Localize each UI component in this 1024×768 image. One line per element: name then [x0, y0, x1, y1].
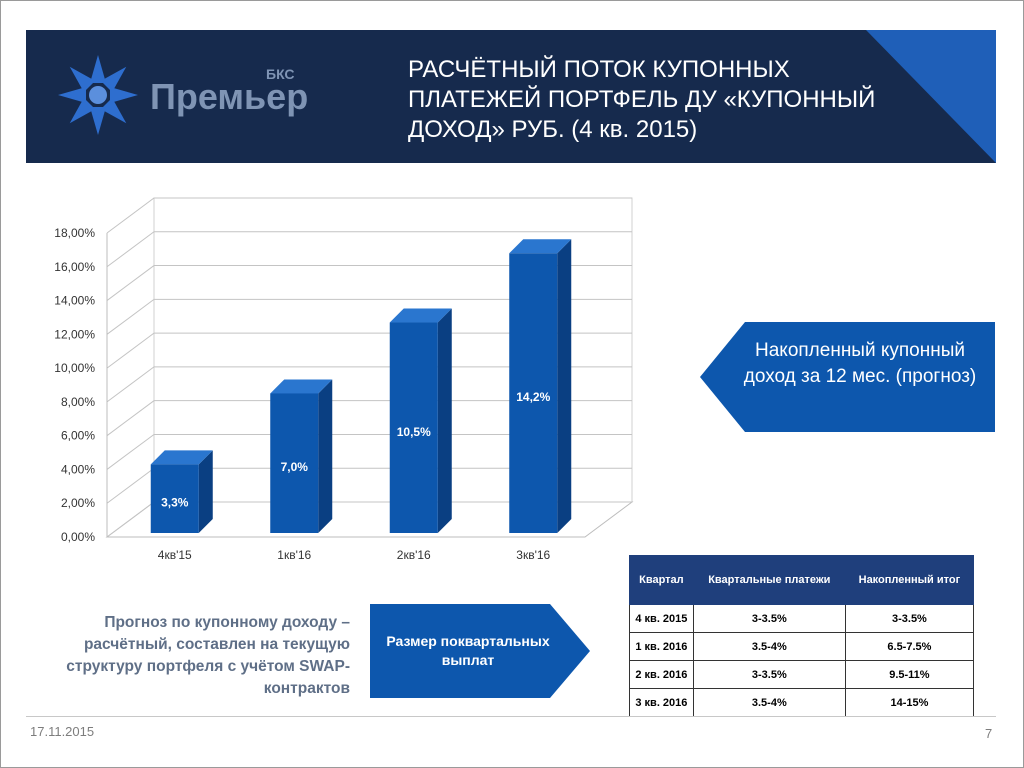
bks-logo-icon: [58, 55, 138, 135]
table-cell: 4 кв. 2015: [629, 604, 694, 633]
gridline: [106, 332, 632, 369]
brand-name: Премьер: [150, 76, 309, 117]
bar: [389, 322, 438, 533]
payments-arrow: [370, 604, 590, 698]
bar: [150, 464, 199, 533]
footer-divider: [26, 716, 996, 717]
x-tick-label: 3кв'16: [516, 548, 550, 562]
bar-side: [557, 239, 572, 533]
table-cell: 3 кв. 2016: [629, 688, 694, 717]
bar-data-label: 7,0%: [281, 460, 309, 474]
table-cell: 3-3.5%: [844, 604, 975, 633]
bar-side: [318, 379, 333, 533]
bar-top: [509, 239, 572, 254]
gridline: [106, 231, 632, 268]
bar-top: [270, 379, 333, 394]
table-header-cell: Накопленный итог: [844, 555, 975, 605]
gridline: [106, 265, 632, 301]
bar-side: [437, 308, 452, 533]
payments-arrow-label: Размер поквартальных выплат: [386, 633, 550, 668]
table-cell: 3-3.5%: [692, 604, 846, 633]
table-cell: 14-15%: [844, 688, 975, 717]
table-cell: 3-3.5%: [692, 660, 846, 689]
y-tick-label: 0,00%: [61, 530, 95, 544]
y-tick-label: 12,00%: [54, 327, 95, 341]
y-tick-label: 4,00%: [61, 462, 95, 476]
table-header-row: Квартал Квартальные платежи Накопленный …: [629, 555, 975, 605]
y-tick-label: 10,00%: [54, 361, 95, 375]
gridline: [106, 400, 632, 437]
table-row: 1 кв. 2016 3.5-4% 6.5-7.5%: [629, 632, 975, 661]
callout-arrow: [700, 322, 995, 432]
y-tick-label: 14,00%: [54, 294, 95, 308]
y-tick-label: 18,00%: [54, 226, 95, 240]
bar-data-label: 3,3%: [161, 496, 189, 510]
forecast-note: Прогноз по купонному доходу – расчётный,…: [66, 614, 350, 697]
page-number: 7: [985, 726, 993, 741]
coupon-table: Квартал Квартальные платежи Накопленный …: [629, 555, 975, 717]
y-tick-label: 2,00%: [61, 496, 95, 510]
x-tick-label: 1кв'16: [277, 548, 311, 562]
table-cell: 3.5-4%: [692, 688, 846, 717]
table-row: 4 кв. 2015 3-3.5% 3-3.5%: [629, 604, 975, 633]
bar-top: [150, 450, 213, 465]
table-row: 2 кв. 2016 3-3.5% 9.5-11%: [629, 660, 975, 689]
table-cell: 2 кв. 2016: [629, 660, 694, 689]
table-row: 3 кв. 2016 3.5-4% 14-15%: [629, 688, 975, 717]
table-header-cell: Квартал: [629, 555, 694, 605]
table-cell: 3.5-4%: [692, 632, 846, 661]
table-cell: 1 кв. 2016: [629, 632, 694, 661]
table-header-cell: Квартальные платежи: [692, 555, 846, 605]
bar-side: [198, 450, 213, 533]
y-tick-label: 16,00%: [54, 260, 95, 274]
y-tick-label: 6,00%: [61, 429, 95, 443]
header-banner: [26, 30, 996, 163]
table-cell: 9.5-11%: [844, 660, 975, 689]
y-tick-label: 8,00%: [61, 395, 95, 409]
gridline: [106, 298, 632, 335]
bar: [270, 393, 319, 533]
bar-data-label: 10,5%: [397, 425, 431, 439]
bar-data-label: 14,2%: [516, 390, 550, 404]
gridline: [106, 197, 632, 234]
table-cell: 6.5-7.5%: [844, 632, 975, 661]
footer-date: 17.11.2015: [30, 724, 95, 739]
bar-top: [389, 308, 452, 323]
x-tick-label: 2кв'16: [397, 548, 431, 562]
callout-text: Накопленный купонный доход за 12 мес. (п…: [743, 340, 977, 387]
bar: [509, 253, 558, 533]
slide-title: РАСЧЁТНЫЙ ПОТОК КУПОННЫХ ПЛАТЕЖЕЙ ПОРТФЕ…: [408, 56, 876, 143]
x-tick-label: 4кв'15: [158, 548, 192, 562]
gridline: [106, 366, 632, 403]
brand-superscript: БКС: [266, 66, 295, 82]
gridline: [106, 433, 632, 470]
